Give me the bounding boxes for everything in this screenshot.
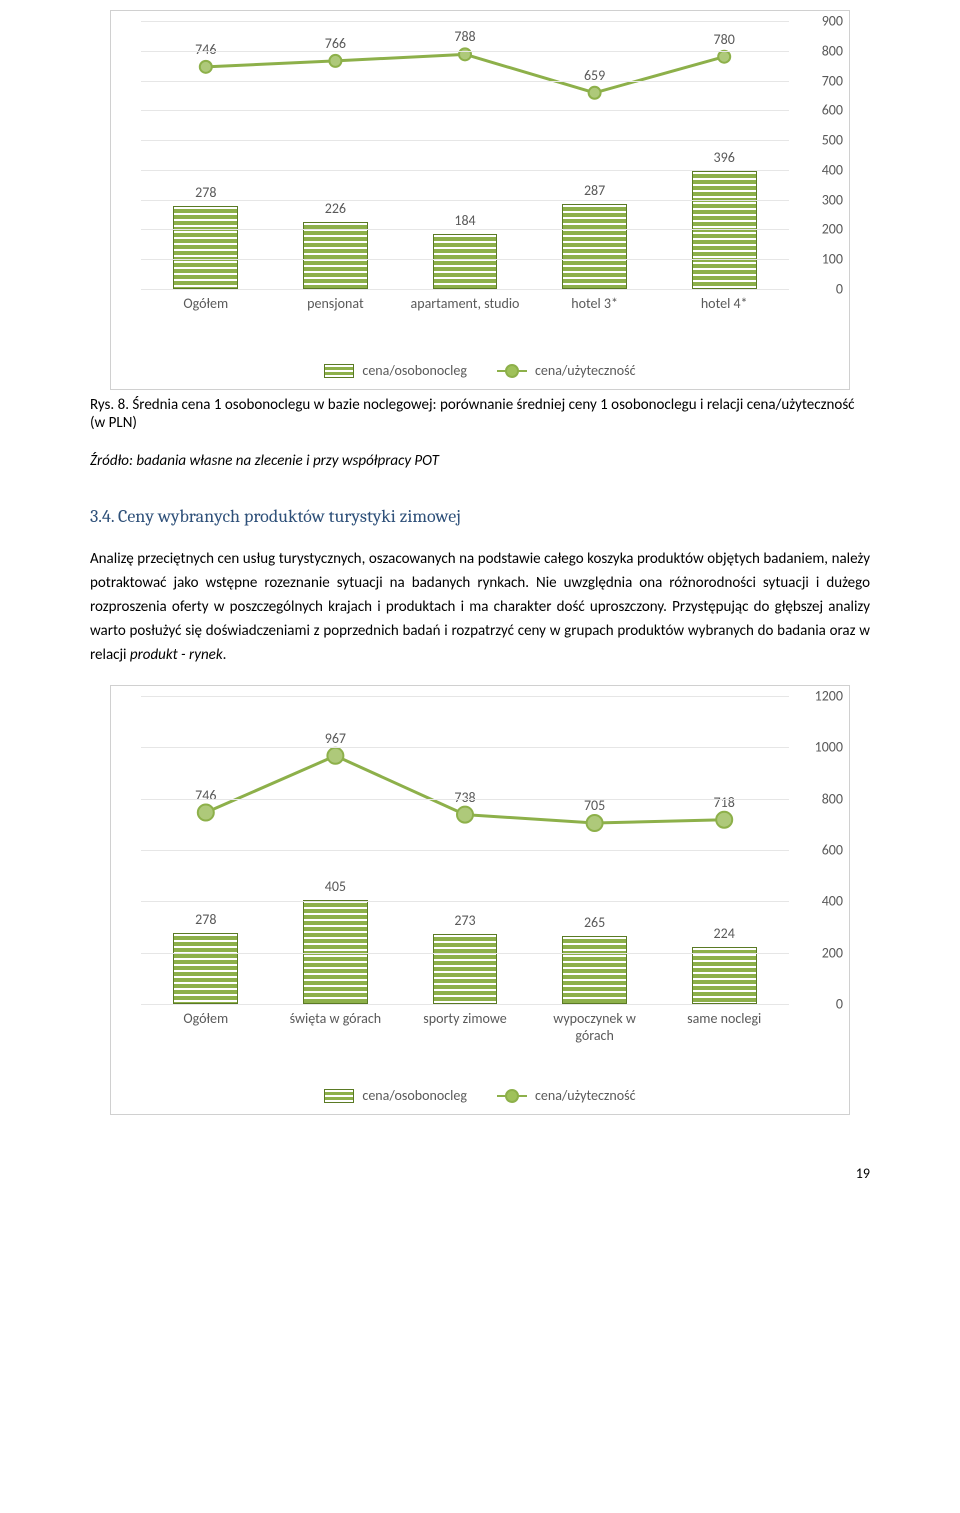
chart-ytick: 800 (822, 42, 843, 59)
chart-gridline (141, 799, 789, 800)
legend-line-label: cena/użyteczność (535, 362, 636, 379)
legend-line-swatch (497, 370, 527, 372)
chart-ytick: 600 (822, 102, 843, 119)
chart-ytick: 200 (822, 221, 843, 238)
chart-gridline (141, 140, 789, 141)
chart-line-label: 788 (454, 28, 475, 45)
chart-ytick: 1000 (815, 739, 843, 756)
legend-bar-label: cena/osobonocleg (362, 362, 467, 379)
chart-ytick: 0 (836, 996, 843, 1013)
chart-gridline (141, 21, 789, 22)
chart-gridline (141, 170, 789, 171)
legend-bar-item: cena/osobonocleg (324, 1087, 467, 1104)
paragraph-after: . (223, 646, 227, 664)
chart-gridline (141, 259, 789, 260)
chart-ytick: 500 (822, 132, 843, 149)
chart-line-marker (327, 748, 343, 764)
legend-line-item: cena/użyteczność (497, 1087, 636, 1104)
chart-ytick: 400 (822, 161, 843, 178)
figure-caption-1: Rys. 8. Średnia cena 1 osobonoclegu w ba… (90, 396, 870, 432)
chart-gridline (141, 747, 789, 748)
chart-xlabel: same noclegi (664, 1010, 784, 1027)
section-title: Ceny wybranych produktów turystyki zimow… (118, 506, 461, 527)
legend-bar-label: cena/osobonocleg (362, 1087, 467, 1104)
chart-line-marker (589, 87, 601, 99)
paragraph-em: produkt - rynek (130, 646, 223, 664)
chart-2-legend: cena/osobonocleg cena/użyteczność (111, 1087, 849, 1104)
chart-line-marker (718, 51, 730, 63)
source-line: Źródło: badania własne na zlecenie i prz… (90, 452, 870, 470)
chart-xlabel: sporty zimowe (405, 1010, 525, 1027)
chart-gridline (141, 229, 789, 230)
page-number: 19 (90, 1165, 870, 1182)
chart-ytick: 800 (822, 790, 843, 807)
chart-ytick: 200 (822, 944, 843, 961)
chart-gridline (141, 901, 789, 902)
legend-line-swatch (497, 1095, 527, 1097)
chart-line-marker (716, 812, 732, 828)
chart-1-legend: cena/osobonocleg cena/użyteczność (111, 362, 849, 379)
chart-xlabel: Ogółem (146, 1010, 266, 1027)
chart-line-label: 746 (195, 787, 216, 804)
chart-line-marker (198, 805, 214, 821)
chart-xlabel: pensjonat (275, 295, 395, 312)
chart-ytick: 300 (822, 191, 843, 208)
chart-line-marker (329, 55, 341, 67)
chart-gridline (141, 850, 789, 851)
chart-gridline (141, 1004, 789, 1005)
chart-xlabel: święta w górach (275, 1010, 395, 1027)
chart-ytick: 100 (822, 251, 843, 268)
chart-ytick: 600 (822, 842, 843, 859)
chart-gridline (141, 200, 789, 201)
chart-1: 278226184287396746766788659780 cena/osob… (110, 10, 850, 390)
chart-ytick: 1200 (815, 688, 843, 705)
chart-gridline (141, 953, 789, 954)
chart-line-label: 746 (195, 41, 216, 58)
chart-ytick: 700 (822, 72, 843, 89)
chart-gridline (141, 289, 789, 290)
body-paragraph: Analizę przeciętnych cen usług turystycz… (90, 547, 870, 667)
section-number: 3.4. (90, 506, 114, 527)
chart-xlabel: apartament, studio (405, 295, 525, 312)
chart-line-label: 780 (714, 31, 735, 48)
legend-bar-swatch (324, 364, 354, 378)
chart-gridline (141, 696, 789, 697)
legend-bar-swatch (324, 1089, 354, 1103)
chart-line-label: 738 (454, 789, 475, 806)
chart-line-marker (200, 61, 212, 73)
chart-ytick: 0 (836, 281, 843, 298)
section-heading: 3.4. Ceny wybranych produktów turystyki … (90, 506, 870, 527)
chart-line-marker (457, 807, 473, 823)
chart-line-marker (587, 815, 603, 831)
legend-line-label: cena/użyteczność (535, 1087, 636, 1104)
chart-1-plot: 278226184287396746766788659780 (141, 21, 789, 289)
chart-xlabel: wypoczynek w górach (535, 1010, 655, 1044)
chart-ytick: 400 (822, 893, 843, 910)
chart-xlabel: hotel 3* (535, 295, 655, 312)
legend-line-item: cena/użyteczność (497, 362, 636, 379)
chart-line-label: 967 (325, 730, 346, 747)
chart-2: 278405273265224746967738705718 cena/osob… (110, 685, 850, 1115)
chart-xlabel: Ogółem (146, 295, 266, 312)
caption-prefix: Rys. 8. (90, 396, 132, 414)
chart-ytick: 900 (822, 13, 843, 30)
chart-line-label: 718 (714, 794, 735, 811)
chart-gridline (141, 51, 789, 52)
chart-gridline (141, 110, 789, 111)
legend-bar-item: cena/osobonocleg (324, 362, 467, 379)
chart-line-label: 766 (325, 35, 346, 52)
caption-body: Średnia cena 1 osobonoclegu w bazie nocl… (90, 396, 855, 432)
chart-line-svg (141, 21, 789, 289)
chart-xlabel: hotel 4* (664, 295, 784, 312)
chart-gridline (141, 81, 789, 82)
